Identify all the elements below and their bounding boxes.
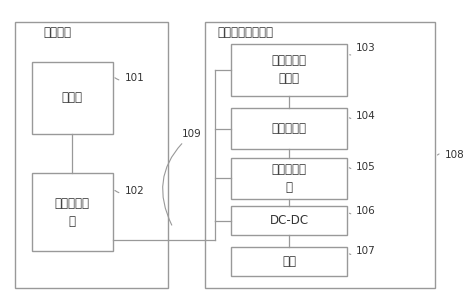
Text: 107: 107: [349, 247, 376, 256]
Text: 无线通信装
置: 无线通信装 置: [272, 163, 306, 194]
Text: 微控制单元: 微控制单元: [272, 122, 306, 135]
Bar: [205, 22, 435, 288]
Text: 监测装置: 监测装置: [43, 26, 71, 39]
Text: 101: 101: [115, 73, 144, 83]
Bar: [31, 173, 113, 251]
Bar: [231, 206, 347, 235]
Bar: [231, 108, 347, 149]
Text: 处理器: 处理器: [62, 91, 83, 104]
Bar: [231, 247, 347, 275]
Text: 电池: 电池: [282, 255, 296, 268]
Text: DC-DC: DC-DC: [269, 214, 308, 227]
Text: 104: 104: [349, 111, 376, 121]
Text: 三轴加速度
传感器: 三轴加速度 传感器: [272, 54, 306, 85]
Text: 108: 108: [438, 150, 464, 160]
Text: 无线收发单
元: 无线收发单 元: [55, 197, 90, 228]
Bar: [231, 43, 347, 96]
Text: 105: 105: [349, 162, 376, 172]
Text: 106: 106: [349, 206, 376, 216]
Text: 轨迹数据采集装置: 轨迹数据采集装置: [217, 26, 273, 39]
Bar: [16, 22, 168, 288]
Text: 102: 102: [115, 186, 144, 196]
Text: 109: 109: [163, 129, 202, 225]
Text: 103: 103: [350, 43, 376, 55]
Bar: [231, 158, 347, 199]
Bar: [31, 62, 113, 134]
